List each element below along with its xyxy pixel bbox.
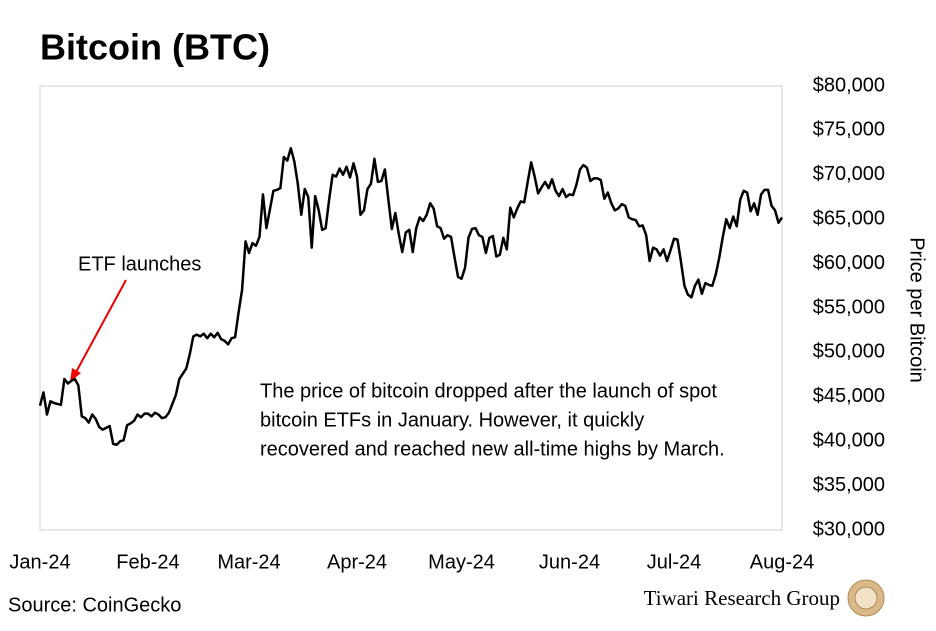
x-tick-label: Jun-24 xyxy=(539,551,600,573)
y-tick-label: $45,000 xyxy=(813,385,885,407)
price-line xyxy=(38,146,784,446)
x-tick-label: Mar-24 xyxy=(217,551,280,573)
y-tick-label: $50,000 xyxy=(813,341,885,363)
plot-frame xyxy=(39,85,783,531)
y-tick-label: $35,000 xyxy=(813,474,885,496)
x-tick-label: Feb-24 xyxy=(116,551,179,573)
x-tick-label: Apr-24 xyxy=(327,551,387,573)
y-axis-title: Price per Bitcoin xyxy=(906,237,928,383)
x-tick-label: Jan-24 xyxy=(9,551,70,573)
note-line: The price of bitcoin dropped after the l… xyxy=(260,380,717,402)
note-line: recovered and reached new all-time highs… xyxy=(260,438,725,460)
y-tick-label: $75,000 xyxy=(813,119,885,141)
brand-logo-inner xyxy=(854,586,878,610)
y-tick-label: $70,000 xyxy=(813,163,885,185)
x-tick-label: Jul-24 xyxy=(647,551,701,573)
x-tick-label: May-24 xyxy=(428,551,495,573)
y-tick-label: $65,000 xyxy=(813,207,885,229)
note-line: bitcoin ETFs in January. However, it qui… xyxy=(260,409,644,431)
chart-title: Bitcoin (BTC) xyxy=(40,27,270,68)
annotation-arrow xyxy=(74,279,127,375)
x-tick-label: Aug-24 xyxy=(750,551,815,573)
brand: Tiwari Research Group xyxy=(644,586,840,610)
annotation: ETF launches xyxy=(78,253,201,275)
y-tick-label: $40,000 xyxy=(813,429,885,451)
y-tick-label: $55,000 xyxy=(813,296,885,318)
y-tick-label: $30,000 xyxy=(813,518,885,540)
source: Source: CoinGecko xyxy=(8,594,181,616)
annotation-arrowhead xyxy=(70,368,81,382)
y-tick-label: $60,000 xyxy=(813,252,885,274)
y-tick-label: $80,000 xyxy=(813,74,885,96)
